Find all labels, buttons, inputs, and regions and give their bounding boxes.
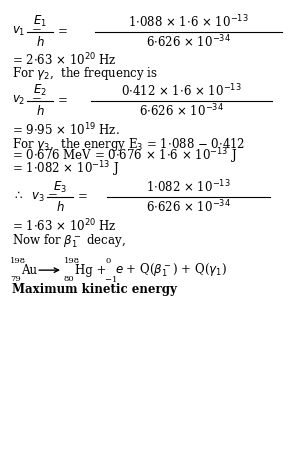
Text: 198: 198: [10, 257, 26, 265]
Text: 6$\cdot$626 $\times$ 10$^{-34}$: 6$\cdot$626 $\times$ 10$^{-34}$: [146, 34, 231, 50]
Text: 6$\cdot$626 $\times$ 10$^{-34}$: 6$\cdot$626 $\times$ 10$^{-34}$: [146, 199, 231, 215]
Text: 79: 79: [10, 275, 21, 283]
Text: 0$\cdot$412 $\times$ 1$\cdot$6 $\times$ 10$^{-13}$: 0$\cdot$412 $\times$ 1$\cdot$6 $\times$ …: [121, 83, 242, 99]
Text: 6$\cdot$626 $\times$ 10$^{-34}$: 6$\cdot$626 $\times$ 10$^{-34}$: [139, 103, 223, 119]
Text: Maximum kinetic energy: Maximum kinetic energy: [12, 283, 177, 296]
Text: $-$1: $-$1: [104, 274, 117, 284]
Text: 80: 80: [64, 275, 74, 283]
Text: $E_3$: $E_3$: [53, 179, 67, 195]
Text: $E_2$: $E_2$: [33, 83, 47, 99]
Text: $h$: $h$: [36, 104, 44, 118]
Text: =: =: [31, 94, 41, 107]
Text: $e$ + Q($\beta_1^-$) + Q($\gamma_1$): $e$ + Q($\beta_1^-$) + Q($\gamma_1$): [115, 262, 227, 279]
Text: = 2$\cdot$63 $\times$ 10$^{20}$ Hz: = 2$\cdot$63 $\times$ 10$^{20}$ Hz: [12, 52, 117, 68]
Text: 1$\cdot$082 $\times$ 10$^{-13}$: 1$\cdot$082 $\times$ 10$^{-13}$: [146, 179, 231, 195]
Text: = 0$\cdot$676 MeV = 0$\cdot$676 $\times$ 1$\cdot$6 $\times$ 10$^{-13}$ J: = 0$\cdot$676 MeV = 0$\cdot$676 $\times$…: [12, 147, 238, 167]
Text: =: =: [58, 25, 68, 38]
Text: $v_2$: $v_2$: [12, 94, 26, 107]
Text: Au: Au: [21, 264, 37, 276]
Text: $v_1$: $v_1$: [12, 25, 26, 38]
Text: =: =: [31, 25, 41, 38]
Text: $h$: $h$: [36, 35, 44, 49]
Text: 198: 198: [64, 257, 80, 265]
Text: $h$: $h$: [56, 200, 64, 214]
Text: For $\gamma_3$,  the energy E$_3$ = 1$\cdot$088 $-$ 0$\cdot$412: For $\gamma_3$, the energy E$_3$ = 1$\cd…: [12, 136, 246, 153]
Text: Hg +: Hg +: [75, 264, 107, 276]
Text: For $\gamma_2$,  the frequency is: For $\gamma_2$, the frequency is: [12, 65, 158, 82]
Text: 0: 0: [106, 257, 111, 265]
Text: $\therefore$  $v_3$: $\therefore$ $v_3$: [12, 190, 45, 204]
Text: =: =: [78, 191, 88, 203]
Text: = 1$\cdot$082 $\times$ 10$^{-13}$ J: = 1$\cdot$082 $\times$ 10$^{-13}$ J: [12, 159, 119, 179]
Text: =: =: [58, 94, 68, 107]
Text: =: =: [48, 191, 57, 203]
Text: $E_1$: $E_1$: [33, 14, 47, 30]
Text: Now for $\beta_1^-$ decay,: Now for $\beta_1^-$ decay,: [12, 233, 126, 250]
Text: = 1$\cdot$63 $\times$ 10$^{20}$ Hz: = 1$\cdot$63 $\times$ 10$^{20}$ Hz: [12, 218, 117, 234]
Text: 1$\cdot$088 $\times$ 1$\cdot$6 $\times$ 10$^{-13}$: 1$\cdot$088 $\times$ 1$\cdot$6 $\times$ …: [128, 14, 249, 30]
Text: = 9$\cdot$95 $\times$ 10$^{19}$ Hz.: = 9$\cdot$95 $\times$ 10$^{19}$ Hz.: [12, 122, 120, 138]
